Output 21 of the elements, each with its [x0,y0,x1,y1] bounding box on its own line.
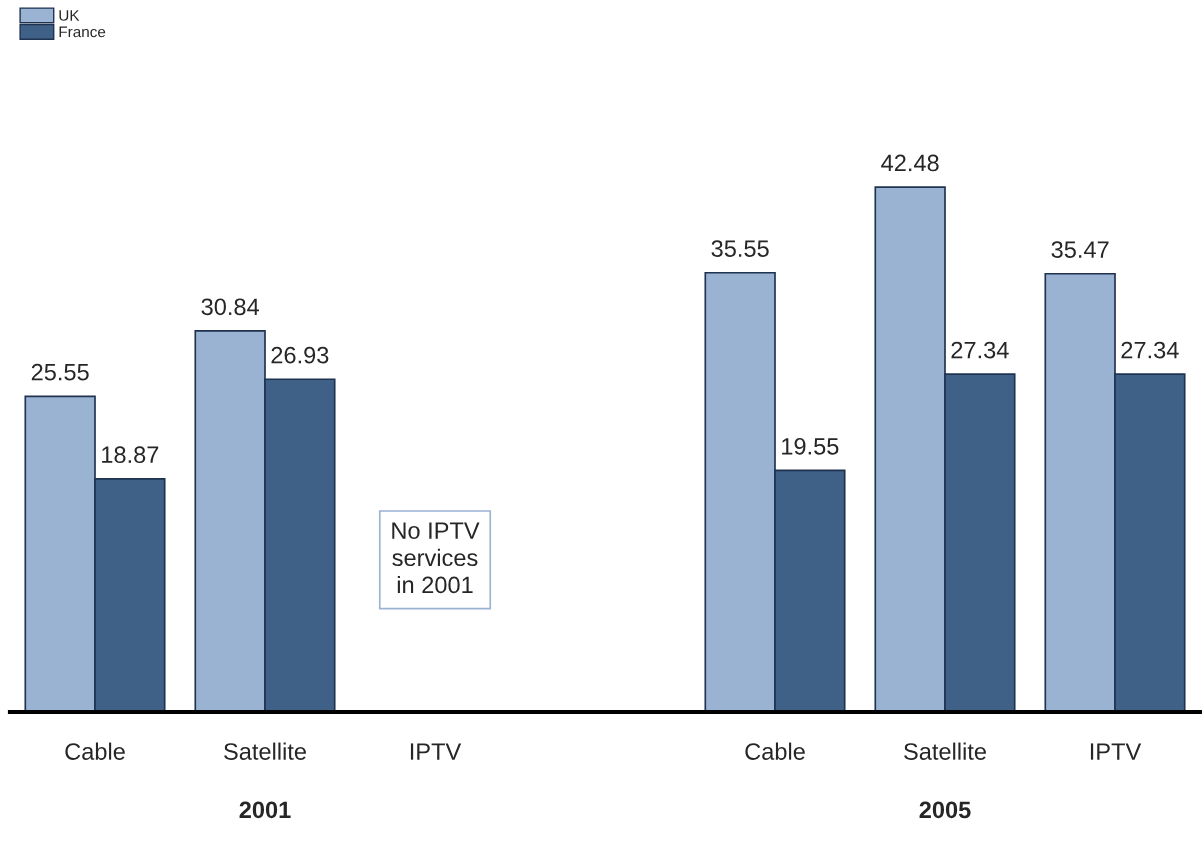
text: 2005 [919,801,971,819]
legend-label: France [59,26,106,38]
data-label: 25.55 [31,363,89,381]
x-tick-label: IPTV [410,743,462,760]
text: 2001 [239,801,291,819]
x-tick-label: Satellite [224,742,306,760]
data-label: 42.48 [881,154,939,172]
data-label: 18.87 [102,446,159,464]
data-label: 30.84 [201,298,259,316]
x-tick-label: Satellite [904,742,986,760]
data-label: 19.55 [782,437,839,455]
data-label: 27.34 [1121,341,1179,359]
legend-label: UK [59,10,80,21]
data-label: 35.47 [1051,241,1109,258]
data-label: 26.93 [271,346,329,364]
x-tick-label: Cable [745,742,805,760]
data-label: 27.34 [951,341,1009,359]
x-tick-label: Cable [65,742,125,760]
x-tick-label: IPTV [1090,743,1142,760]
data-label: 35.55 [711,240,769,257]
annotation: No IPTV services in 2001 [392,522,480,594]
